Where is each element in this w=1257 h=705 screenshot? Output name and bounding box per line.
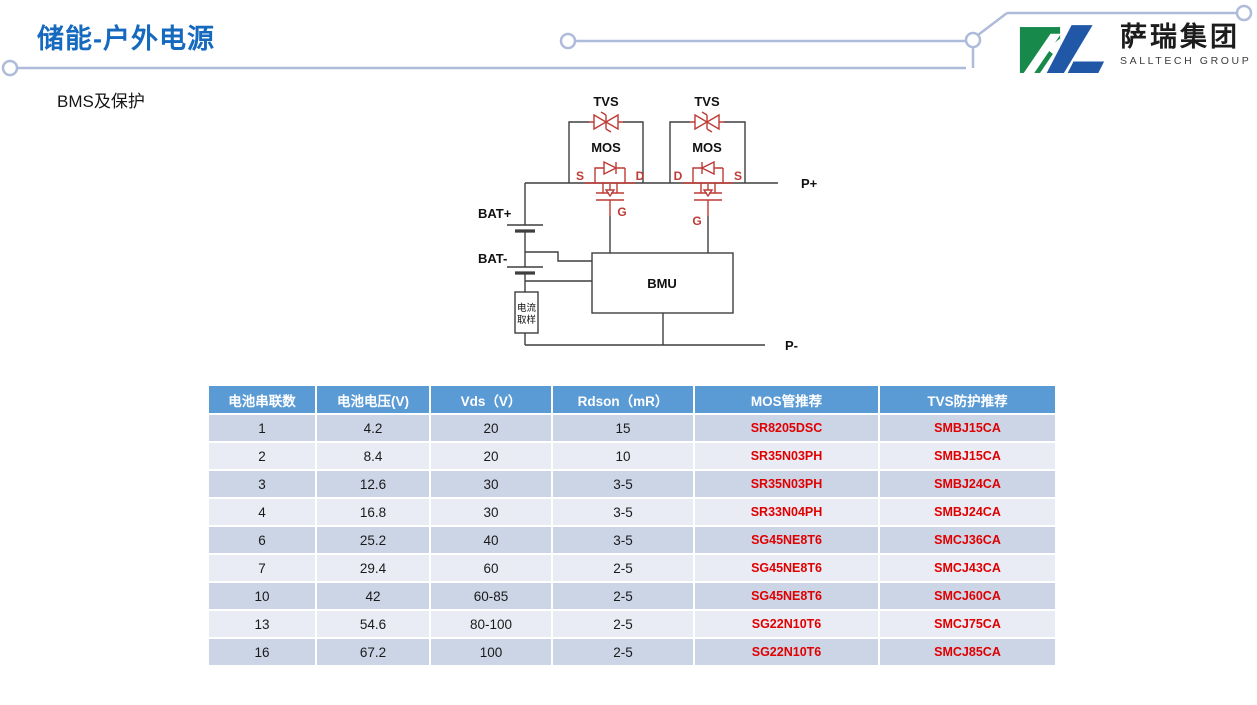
table-row: 7 29.4 60 2-5 SG45NE8T6 SMCJ43CA <box>207 553 1057 583</box>
logo-name-en: SALLTECH GROUP <box>1120 54 1252 67</box>
table-cell: 2-5 <box>551 581 695 611</box>
table-body: 1 4.2 20 15 SR8205DSC SMBJ15CA 2 8.4 20 10 SR35N03… <box>207 413 1057 667</box>
company-logo: 萨瑞集团 SALLTECH GROUP <box>1018 22 1252 77</box>
table-cell: 4.2 <box>315 413 431 443</box>
table-row: 10 42 60-85 2-5 SG45NE8T6 SMCJ60CA <box>207 581 1057 611</box>
salltech-logo-icon <box>1019 25 1105 73</box>
table-cell: 16.8 <box>315 497 431 527</box>
page-title: 储能-户外电源 <box>37 24 215 54</box>
table-cell: SG22N10T6 <box>693 637 880 667</box>
table-cell: SR33N04PH <box>693 497 880 527</box>
table-cell: 3 <box>207 469 317 499</box>
column-header: 电池电压(V) <box>315 384 431 415</box>
table-cell: SR8205DSC <box>693 413 880 443</box>
column-header: Rdson（mR） <box>551 384 695 415</box>
mos-right-gate-label: G <box>692 214 701 228</box>
mos-left-drain-label: D <box>636 169 645 183</box>
column-header: Vds（V） <box>429 384 553 415</box>
tvs-left-label: TVS <box>593 94 619 109</box>
bms-schematic-diagram: TVS TVS MOS MOS S D D S G G BAT+ BAT- BM… <box>478 94 818 353</box>
table-cell: 29.4 <box>315 553 431 583</box>
table-cell: SG22N10T6 <box>693 609 880 639</box>
table-cell: 3-5 <box>551 497 695 527</box>
mos-left-source-label: S <box>576 169 584 183</box>
table-cell: SMBJ24CA <box>878 497 1057 527</box>
table-cell: SMCJ36CA <box>878 525 1057 555</box>
current-sample-label-line1: 电流 <box>517 302 537 314</box>
table-cell: SMCJ75CA <box>878 609 1057 639</box>
table-row: 6 25.2 40 3-5 SG45NE8T6 SMCJ36CA <box>207 525 1057 555</box>
logo-name-cn: 萨瑞集团 <box>1120 22 1240 52</box>
column-header: 电池串联数 <box>207 384 317 415</box>
column-header: MOS管推荐 <box>693 384 880 415</box>
recommendation-table-wrap: 电池串联数 电池电压(V) Vds（V） Rdson（mR） MOS管推荐 TVS防护推荐… <box>207 384 1057 667</box>
table-cell: 16 <box>207 637 317 667</box>
table-row: 1 4.2 20 15 SR8205DSC SMBJ15CA <box>207 413 1057 443</box>
mos-left-label: MOS <box>591 140 621 155</box>
table-cell: 60-85 <box>429 581 553 611</box>
table-cell: 3-5 <box>551 525 695 555</box>
table-row: 3 12.6 30 3-5 SR35N03PH SMBJ24CA <box>207 469 1057 499</box>
table-cell: SG45NE8T6 <box>693 581 880 611</box>
table-cell: 8.4 <box>315 441 431 471</box>
table-row: 16 67.2 100 2-5 SG22N10T6 SMCJ85CA <box>207 637 1057 667</box>
table-cell: 7 <box>207 553 317 583</box>
table-cell: 30 <box>429 497 553 527</box>
table-cell: 40 <box>429 525 553 555</box>
p-minus-label: P- <box>785 338 798 353</box>
p-plus-label: P+ <box>801 176 818 191</box>
table-cell: SR35N03PH <box>693 441 880 471</box>
table-cell: 54.6 <box>315 609 431 639</box>
table-cell: 25.2 <box>315 525 431 555</box>
table-cell: SG45NE8T6 <box>693 553 880 583</box>
bat-plus-label: BAT+ <box>478 206 512 221</box>
table-cell: SMBJ15CA <box>878 413 1057 443</box>
table-row: 4 16.8 30 3-5 SR33N04PH SMBJ24CA <box>207 497 1057 527</box>
table-cell: 6 <box>207 525 317 555</box>
mos-left-gate-label: G <box>617 205 626 219</box>
table-cell: 10 <box>207 581 317 611</box>
table-cell: SG45NE8T6 <box>693 525 880 555</box>
mos-right-label: MOS <box>692 140 722 155</box>
table-cell: SMBJ24CA <box>878 469 1057 499</box>
table-cell: 12.6 <box>315 469 431 499</box>
bmu-label: BMU <box>647 276 677 291</box>
table-cell: SMCJ60CA <box>878 581 1057 611</box>
table-cell: 2-5 <box>551 637 695 667</box>
table-cell: SMCJ43CA <box>878 553 1057 583</box>
section-subtitle: BMS及保护 <box>57 92 145 111</box>
table-cell: 30 <box>429 469 553 499</box>
header-row: 电池串联数 电池电压(V) Vds（V） Rdson（mR） MOS管推荐 TVS防护推荐 <box>207 384 1057 415</box>
table-cell: 2-5 <box>551 609 695 639</box>
table-cell: 1 <box>207 413 317 443</box>
table-cell: 20 <box>429 441 553 471</box>
current-sample-label-line2: 取样 <box>517 314 536 326</box>
decor-circuit-line <box>1 4 1253 77</box>
table-cell: 4 <box>207 497 317 527</box>
table-cell: 42 <box>315 581 431 611</box>
table-cell: 15 <box>551 413 695 443</box>
table-row: 13 54.6 80-100 2-5 SG22N10T6 SMCJ75CA <box>207 609 1057 639</box>
mos-right-source-label: S <box>734 169 742 183</box>
table-cell: 10 <box>551 441 695 471</box>
table-header: 电池串联数 电池电压(V) Vds（V） Rdson（mR） MOS管推荐 TVS防护推荐 <box>207 384 1057 415</box>
mos-right-drain-label: D <box>674 169 683 183</box>
column-header: TVS防护推荐 <box>878 384 1057 415</box>
table-cell: 2 <box>207 441 317 471</box>
table-cell: 100 <box>429 637 553 667</box>
table-cell: 80-100 <box>429 609 553 639</box>
table-cell: 2-5 <box>551 553 695 583</box>
table-cell: 20 <box>429 413 553 443</box>
table-cell: 3-5 <box>551 469 695 499</box>
table-cell: SR35N03PH <box>693 469 880 499</box>
table-cell: SMCJ85CA <box>878 637 1057 667</box>
table-row: 2 8.4 20 10 SR35N03PH SMBJ15CA <box>207 441 1057 471</box>
table-cell: 13 <box>207 609 317 639</box>
tvs-right-label: TVS <box>694 94 720 109</box>
table-cell: 60 <box>429 553 553 583</box>
table-cell: SMBJ15CA <box>878 441 1057 471</box>
bat-minus-label: BAT- <box>478 251 507 266</box>
bms-table: 电池串联数 电池电压(V) Vds（V） Rdson（mR） MOS管推荐 TVS防护推荐… <box>207 384 1057 667</box>
table-cell: 67.2 <box>315 637 431 667</box>
